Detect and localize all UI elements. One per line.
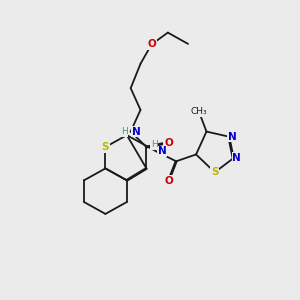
Text: N: N — [132, 127, 140, 136]
Text: N: N — [232, 153, 241, 163]
Text: O: O — [164, 176, 173, 186]
Text: O: O — [147, 40, 156, 50]
Text: CH₃: CH₃ — [191, 107, 207, 116]
Text: O: O — [164, 138, 173, 148]
Text: H: H — [121, 127, 128, 136]
Text: N: N — [228, 132, 237, 142]
Text: S: S — [211, 167, 218, 177]
Text: H: H — [151, 140, 158, 149]
Text: N: N — [158, 146, 166, 157]
Text: S: S — [102, 142, 109, 152]
